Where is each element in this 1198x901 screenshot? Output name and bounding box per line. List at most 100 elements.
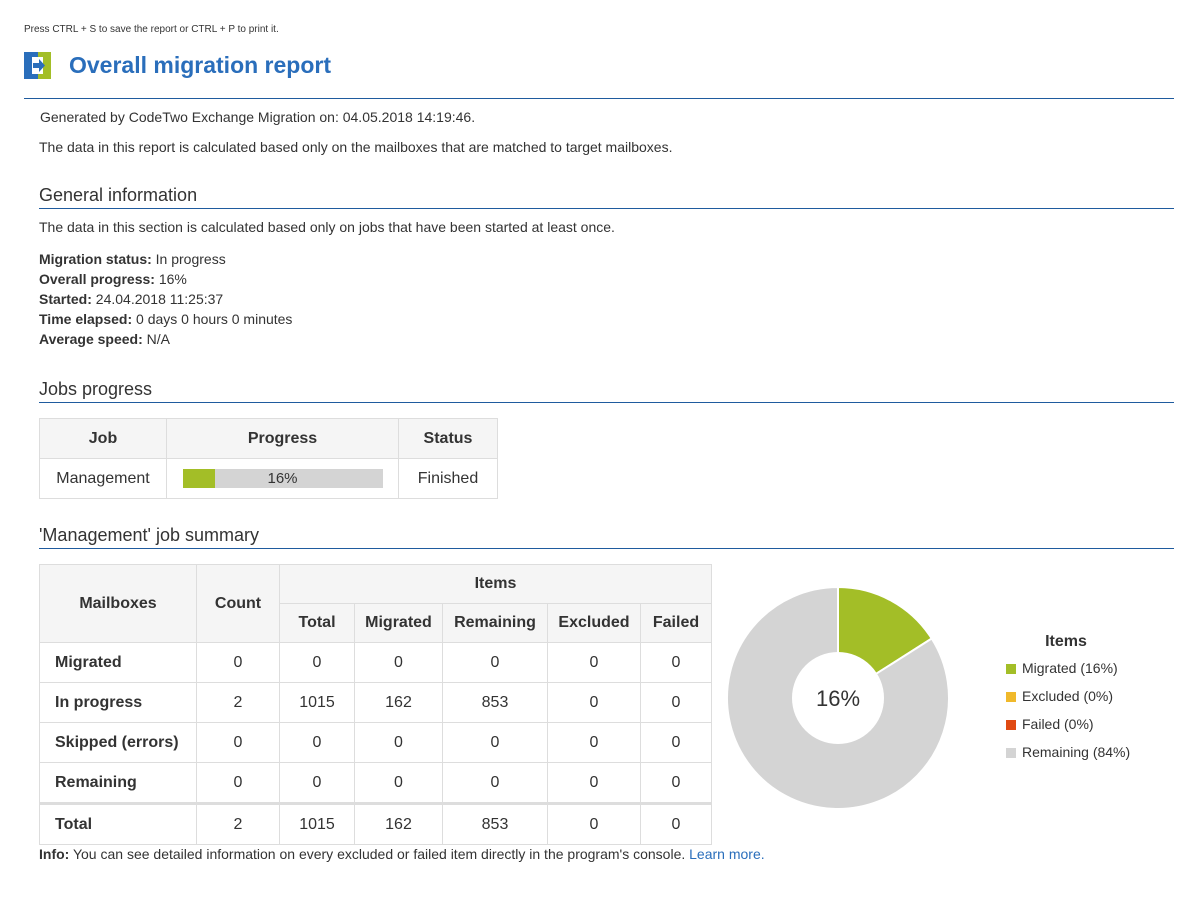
info-value: N/A: [146, 331, 170, 347]
progress-label: 16%: [267, 470, 298, 487]
cell-migrated: 0: [354, 722, 443, 763]
row-label: Skipped (errors): [39, 722, 197, 763]
general-info-divider: [39, 208, 1174, 209]
started-time: Started: 24.04.2018 11:25:37: [39, 291, 223, 307]
cell-count: 2: [196, 802, 280, 845]
cell-remaining: 0: [442, 762, 548, 804]
general-info-title: General information: [39, 185, 198, 205]
col-mailboxes: Mailboxes: [39, 564, 197, 643]
cell-count: 0: [196, 722, 280, 763]
codetwo-logo-icon: [24, 52, 51, 79]
table-row: Management 16% Finished: [39, 458, 498, 499]
migration-status: Migration status: In progress: [39, 251, 226, 267]
col-job: Job: [39, 418, 167, 459]
info-footer: Info: You can see detailed information o…: [39, 846, 765, 862]
table-header-row: Mailboxes Count Items: [39, 564, 712, 643]
legend-item-failed: Failed (0%): [1006, 710, 1136, 738]
average-speed: Average speed: N/A: [39, 331, 170, 347]
info-value: 24.04.2018 11:25:37: [95, 291, 224, 307]
col-count: Count: [196, 564, 280, 643]
generated-line: Generated by CodeTwo Exchange Migration …: [40, 109, 476, 125]
info-value: 16%: [158, 271, 187, 287]
col-total: Total: [279, 603, 355, 643]
legend-item-excluded: Excluded (0%): [1006, 682, 1136, 710]
info-label: Migration status:: [39, 251, 152, 267]
print-hint: Press CTRL + S to save the report or CTR…: [24, 24, 279, 35]
job-progress-cell: 16%: [166, 458, 399, 499]
page-title: Overall migration report: [69, 52, 332, 78]
cell-failed: 0: [640, 682, 712, 723]
cell-migrated: 162: [354, 682, 443, 723]
legend-swatch: [1006, 692, 1016, 702]
info-text: You can see detailed information on ever…: [69, 846, 690, 862]
cell-excluded: 0: [547, 722, 641, 763]
cell-excluded: 0: [547, 642, 641, 683]
cell-total: 1015: [279, 682, 355, 723]
table-row: Remaining 0 0 0 0 0 0: [39, 762, 712, 804]
table-row: Skipped (errors) 0 0 0 0 0 0: [39, 722, 712, 763]
cell-remaining: 0: [442, 642, 548, 683]
cell-remaining: 0: [442, 722, 548, 763]
legend-label: Remaining (84%): [1022, 744, 1131, 760]
table-total-row: Total 2 1015 162 853 0 0: [39, 802, 712, 845]
cell-total: 0: [279, 722, 355, 763]
general-info-note: The data in this section is calculated b…: [39, 219, 615, 235]
cell-count: 2: [196, 682, 280, 723]
cell-count: 0: [196, 642, 280, 683]
cell-count: 0: [196, 762, 280, 804]
col-status: Status: [398, 418, 498, 459]
cell-excluded: 0: [547, 802, 641, 845]
info-value: 0 days 0 hours 0 minutes: [136, 311, 293, 327]
cell-failed: 0: [640, 722, 712, 763]
legend-item-remaining: Remaining (84%): [1006, 738, 1136, 766]
cell-excluded: 0: [547, 682, 641, 723]
summary-table: Mailboxes Count Items Total Migrated Rem…: [39, 564, 712, 845]
overall-progress: Overall progress: 16%: [39, 271, 187, 287]
table-header-row: Job Progress Status: [39, 418, 498, 459]
job-status: Finished: [398, 458, 498, 499]
cell-remaining: 853: [442, 682, 548, 723]
cell-total: 0: [279, 642, 355, 683]
col-items: Items: [279, 564, 712, 604]
info-label: Average speed:: [39, 331, 143, 347]
legend-label: Migrated (16%): [1022, 660, 1118, 676]
cell-migrated: 0: [354, 642, 443, 683]
row-label: Total: [39, 802, 197, 845]
job-summary-title: 'Management' job summary: [39, 525, 259, 545]
cell-failed: 0: [640, 762, 712, 804]
items-donut-chart: 16%: [726, 586, 950, 810]
donut-hole: [792, 652, 884, 744]
legend-label: Excluded (0%): [1022, 688, 1114, 704]
col-excluded: Excluded: [547, 603, 641, 643]
learn-more-link[interactable]: Learn more.: [689, 846, 765, 862]
table-row: Migrated 0 0 0 0 0 0: [39, 642, 712, 683]
info-label: Started:: [39, 291, 92, 307]
cell-migrated: 0: [354, 762, 443, 804]
info-label: Time elapsed:: [39, 311, 133, 327]
legend-swatch: [1006, 748, 1016, 758]
info-label: Overall progress:: [39, 271, 155, 287]
legend-swatch: [1006, 720, 1016, 730]
progress-bar: 16%: [182, 469, 383, 488]
row-label: Remaining: [39, 762, 197, 804]
info-value: In progress: [155, 251, 226, 267]
col-failed: Failed: [640, 603, 712, 643]
donut-center-label: 16%: [816, 686, 860, 711]
cell-excluded: 0: [547, 762, 641, 804]
chart-legend: Items Migrated (16%) Excluded (0%) Faile…: [1006, 630, 1136, 766]
legend-title: Items: [1045, 633, 1087, 650]
cell-migrated: 162: [354, 802, 443, 845]
cell-total: 1015: [279, 802, 355, 845]
row-label: Migrated: [39, 642, 197, 683]
table-row: In progress 2 1015 162 853 0 0: [39, 682, 712, 723]
cell-failed: 0: [640, 802, 712, 845]
jobs-progress-divider: [39, 402, 1174, 403]
report-note: The data in this report is calculated ba…: [39, 139, 673, 155]
progress-bar-fill: [182, 469, 215, 488]
report-header: Overall migration report: [24, 49, 1174, 83]
legend-label: Failed (0%): [1022, 716, 1094, 732]
legend-item-migrated: Migrated (16%): [1006, 654, 1136, 682]
col-progress: Progress: [166, 418, 399, 459]
header-divider: [24, 98, 1174, 99]
cell-remaining: 853: [442, 802, 548, 845]
